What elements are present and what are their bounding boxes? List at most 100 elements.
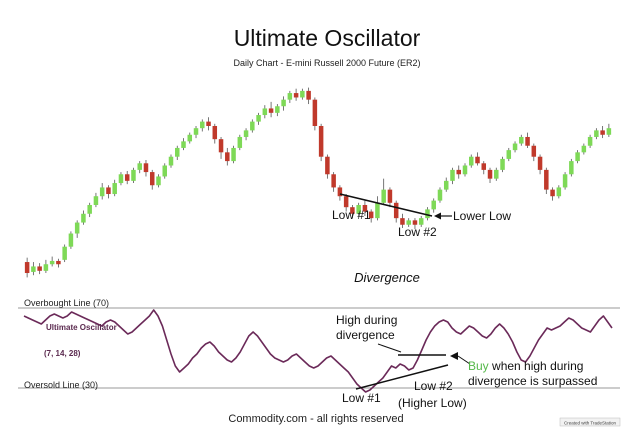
candle-body xyxy=(31,266,36,272)
candle-body xyxy=(425,209,430,219)
candle-body xyxy=(37,266,42,271)
candle-body xyxy=(537,156,543,170)
candle-body xyxy=(137,163,142,170)
candle-body xyxy=(562,174,568,188)
candle-body xyxy=(450,169,455,181)
candle-body xyxy=(24,262,30,274)
candle-body xyxy=(569,161,574,175)
candle-body xyxy=(581,145,587,153)
candle-body xyxy=(256,115,261,122)
candle-body xyxy=(494,169,499,179)
candle-body xyxy=(393,202,399,219)
candle-body xyxy=(212,125,218,140)
candle-body xyxy=(544,169,549,190)
candle-body xyxy=(343,196,349,208)
candle-body xyxy=(356,204,361,214)
candle-body xyxy=(500,158,505,170)
candle-body xyxy=(200,121,205,129)
candle-body xyxy=(168,156,174,166)
candle-body xyxy=(156,176,161,186)
candle-body xyxy=(512,143,518,151)
candle-body xyxy=(387,189,393,203)
candle-body xyxy=(187,134,193,142)
candle-body xyxy=(550,189,555,197)
candle-body xyxy=(43,264,49,271)
low2-osc-line1: Low #2 xyxy=(414,379,453,393)
lower-low-label: Lower Low xyxy=(453,209,511,223)
low1-price-label: Low #1 xyxy=(332,208,371,222)
candle-body xyxy=(281,99,286,107)
candle-body xyxy=(243,130,249,137)
tradestation-badge-box xyxy=(559,417,621,427)
candle-body xyxy=(262,108,268,116)
candle-body xyxy=(87,204,92,214)
candle-body xyxy=(331,174,336,188)
candle-body xyxy=(181,141,186,148)
oscillator-line xyxy=(23,309,613,393)
candle-body xyxy=(149,172,155,186)
candle-body xyxy=(437,189,443,201)
candle-body xyxy=(268,108,274,113)
chart-title: Ultimate Oscillator xyxy=(234,25,421,51)
oversold-label: Oversold Line (30) xyxy=(24,380,98,390)
buy-label: Buy when high during divergence is surpa… xyxy=(468,359,597,388)
candle-body xyxy=(193,128,199,135)
candle-body xyxy=(556,187,562,197)
candle-body xyxy=(519,136,524,144)
low2-osc-line2: (Higher Low) xyxy=(398,396,467,410)
candle-body xyxy=(381,189,386,203)
candle-body xyxy=(475,156,480,164)
oscillator-panel xyxy=(18,307,620,393)
candle-body xyxy=(143,163,149,173)
candle-body xyxy=(106,187,111,195)
candle-body xyxy=(118,174,124,184)
candle-body xyxy=(237,136,243,148)
candle-body xyxy=(49,260,55,265)
candle-body xyxy=(318,125,324,157)
oscillator-name-label: Ultimate Oscillator xyxy=(46,323,117,332)
candle-body xyxy=(287,93,293,100)
divergence-label: Divergence xyxy=(354,270,420,285)
candle-body xyxy=(300,90,305,98)
low2-osc-label: Low #2 (Higher Low) xyxy=(398,379,467,410)
candle-body xyxy=(350,207,355,214)
candle-body xyxy=(56,260,61,265)
candle-body xyxy=(443,180,449,190)
candle-body xyxy=(81,213,86,223)
buy-arrowhead xyxy=(450,352,458,360)
high-during-line2: divergence xyxy=(336,328,395,342)
candle-body xyxy=(506,150,512,159)
candle-body xyxy=(418,218,424,225)
price-panel xyxy=(24,87,612,278)
tradestation-badge: Created with TradeStation xyxy=(564,421,617,426)
candle-body xyxy=(225,152,230,162)
overbought-label: Overbought Line (70) xyxy=(24,298,109,308)
candle-body xyxy=(337,187,343,197)
candle-body xyxy=(575,152,580,162)
candle-body xyxy=(62,246,67,260)
candle-body xyxy=(600,130,605,135)
candle-body xyxy=(487,169,493,179)
buy-line1-rest: when high during xyxy=(489,359,584,373)
buy-pointer xyxy=(457,355,471,365)
candle-body xyxy=(412,220,418,225)
candle-body xyxy=(469,156,474,166)
osc-higher-low-trendline xyxy=(355,364,449,390)
candle-body xyxy=(74,222,80,234)
candle-body xyxy=(218,139,224,153)
candle-body xyxy=(124,174,130,181)
candle-body xyxy=(93,196,99,205)
candle-body xyxy=(162,165,167,177)
candle-body xyxy=(456,169,461,175)
oscillator-params-label: (7, 14, 28) xyxy=(44,349,81,358)
lower-low-arrowhead xyxy=(434,212,441,220)
candle-body xyxy=(312,99,318,126)
buy-word: Buy xyxy=(468,359,489,373)
candle-body xyxy=(531,145,537,157)
candle-body xyxy=(175,147,180,157)
lower-low-trendline xyxy=(339,193,433,217)
candle-body xyxy=(293,93,299,98)
high-during-divergence-label: High during divergence xyxy=(336,313,401,342)
